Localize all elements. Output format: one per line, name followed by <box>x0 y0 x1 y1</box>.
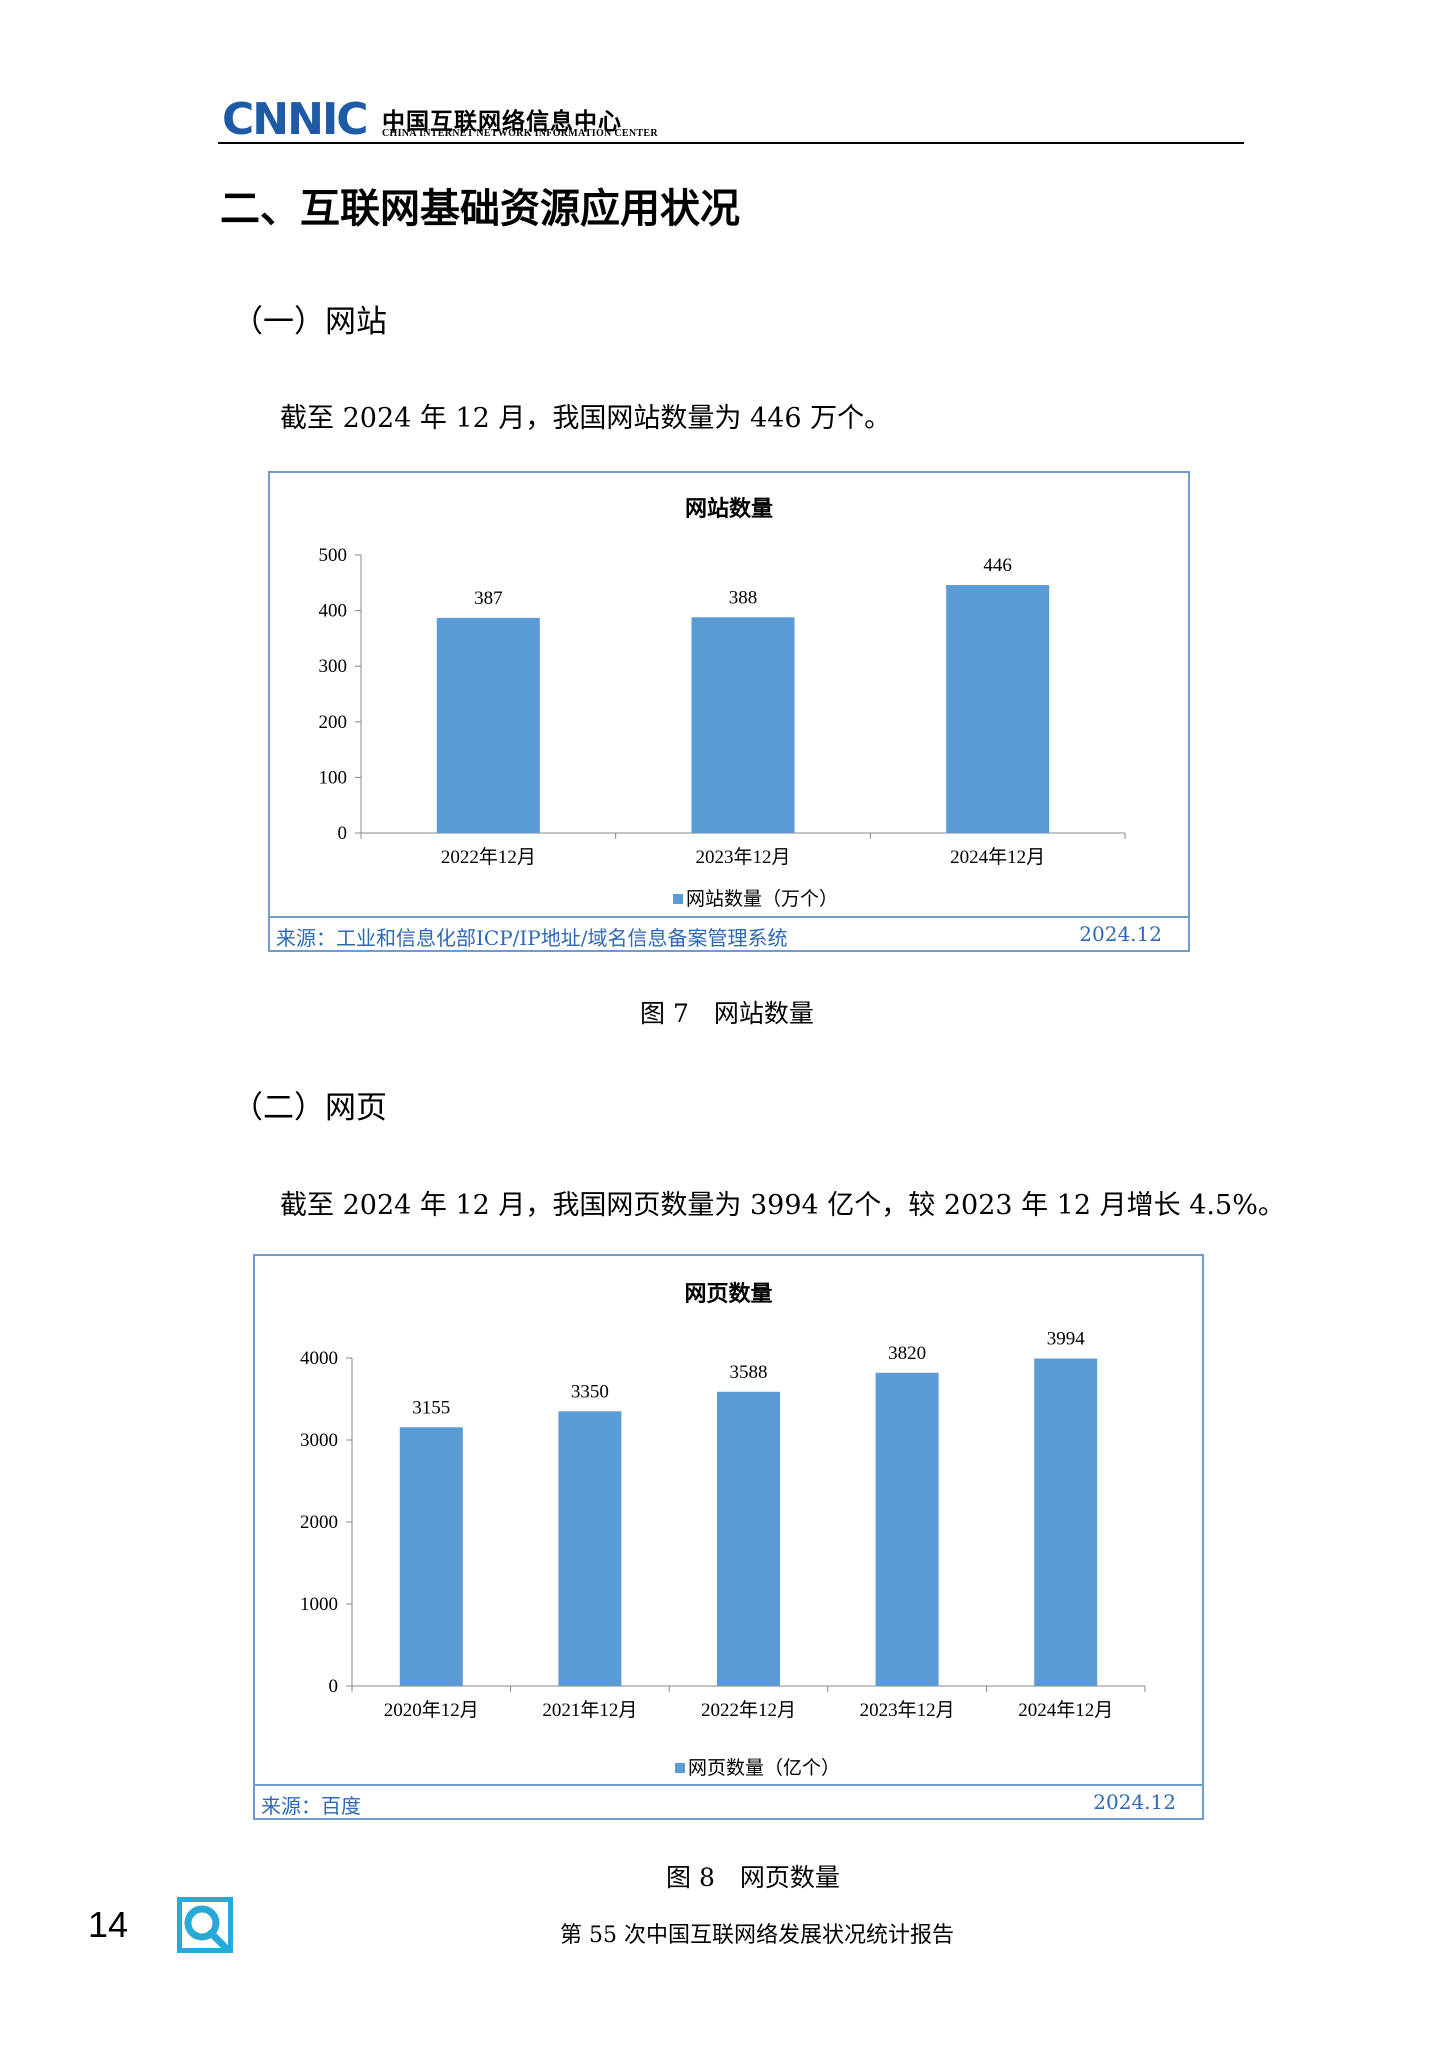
webpages-chart: 0 1000 2000 3000 4000 3155 2020年12月 3350 2021年12… <box>300 1328 1146 1779</box>
webpages-chart-x-tick-label: 2024年12月 <box>1018 1699 1113 1721</box>
webpages-chart-bar <box>558 1411 622 1686</box>
org-name-cn: 中国互联网络信息中心 <box>382 108 622 135</box>
websites-chart-y-tick-label: 400 <box>319 601 348 622</box>
websites-chart-bar <box>946 585 1050 833</box>
webpages-chart-legend-label: 网页数量（亿个） <box>688 1757 840 1779</box>
websites-chart-x-tick-label: 2022年12月 <box>441 846 536 868</box>
webpages-chart-bar <box>717 1391 780 1686</box>
webpages-chart-y-tick-label: 2000 <box>300 1512 338 1533</box>
webpages-source-bar: 来源：百度 2024.12 <box>255 1784 1202 1818</box>
websites-chart-x-tick-label: 2024年12月 <box>950 846 1045 868</box>
websites-chart-y-tick-label: 100 <box>319 767 348 788</box>
webpages-heading: （二）网页 <box>232 1090 387 1126</box>
websites-source-bar: 来源：工业和信息化部ICP/IP地址/域名信息备案管理系统 2024.12 <box>270 916 1188 950</box>
websites-chart-title: 网站数量 <box>684 497 773 522</box>
webpages-figure-caption: 图 8 网页数量 <box>666 1863 840 1892</box>
websites-chart: 0 100 200 300 400 500 387 2022年12月 388 2023年12月 44… <box>319 545 1126 910</box>
webpages-chart-data-label: 3155 <box>412 1397 450 1418</box>
websites-chart-legend-label: 网站数量（万个） <box>686 888 838 910</box>
websites-chart-y-tick-label: 0 <box>338 823 348 844</box>
websites-chart-y-tick-label: 200 <box>319 712 348 733</box>
webpages-chart-data-label: 3820 <box>888 1343 926 1364</box>
webpages-chart-bar <box>875 1372 939 1686</box>
websites-chart-x-tick-label: 2023年12月 <box>695 846 790 868</box>
websites-chart-frame: 网站数量 0 100 200 300 400 500 387 2022年12月 388 2023年… <box>268 471 1190 952</box>
webpages-paragraph: 截至 2024 年 12 月，我国网页数量为 3994 亿个，较 2023 年 … <box>280 1190 1285 1221</box>
webpages-chart-bar <box>399 1427 463 1686</box>
cnnic-logo: CNNIC <box>222 96 369 142</box>
webpages-chart-data-label: 3994 <box>1047 1328 1086 1349</box>
org-name-en: CHINA INTERNET NETWORK INFORMATION CENTE… <box>382 128 658 139</box>
webpages-chart-bar <box>1034 1358 1098 1686</box>
webpages-chart-x-tick-label: 2023年12月 <box>860 1699 955 1721</box>
report-title: 第 55 次中国互联网络发展状况统计报告 <box>560 1923 954 1948</box>
webpages-chart-y-tick-label: 3000 <box>300 1430 338 1451</box>
webpages-chart-x-tick-label: 2022年12月 <box>701 1699 796 1721</box>
webpages-source: 来源：百度 <box>261 1794 361 1818</box>
websites-chart-data-label: 387 <box>474 588 503 609</box>
cnnic-logo-text: CNNIC <box>222 96 367 142</box>
websites-chart-bar <box>691 617 795 833</box>
websites-chart-bar <box>436 617 540 833</box>
websites-figure-caption: 图 7 网站数量 <box>640 999 814 1028</box>
websites-chart-legend-swatch <box>673 894 683 904</box>
webpages-chart-x-tick-label: 2021年12月 <box>542 1699 637 1721</box>
webpages-chart-legend-swatch <box>675 1763 685 1773</box>
webpages-chart-x-tick-label: 2020年12月 <box>384 1699 479 1721</box>
websites-date: 2024.12 <box>1079 922 1162 946</box>
section-title: 二、互联网基础资源应用状况 <box>220 186 740 232</box>
webpages-date: 2024.12 <box>1093 1790 1176 1814</box>
websites-chart-data-label: 388 <box>729 587 758 608</box>
webpages-chart-title: 网页数量 <box>684 1282 773 1307</box>
webpages-chart-y-tick-label: 4000 <box>300 1348 338 1369</box>
webpages-chart-y-tick-label: 1000 <box>300 1594 338 1615</box>
webpages-chart-data-label: 3588 <box>730 1362 768 1383</box>
websites-source: 来源：工业和信息化部ICP/IP地址/域名信息备案管理系统 <box>276 926 788 950</box>
webpages-chart-frame: 网页数量 0 1000 2000 3000 4000 3155 2020年12月 3350 20… <box>253 1254 1204 1820</box>
page-number: 14 <box>88 1904 129 1945</box>
websites-chart-y-tick-label: 300 <box>319 656 348 677</box>
header-divider <box>218 142 1244 144</box>
websites-heading: （一）网站 <box>232 304 387 340</box>
report-magnifier-icon <box>177 1897 233 1953</box>
webpages-chart-data-label: 3350 <box>571 1381 609 1402</box>
websites-chart-data-label: 446 <box>983 555 1012 576</box>
websites-paragraph: 截至 2024 年 12 月，我国网站数量为 446 万个。 <box>280 403 892 434</box>
webpages-chart-y-tick-label: 0 <box>329 1676 339 1697</box>
websites-chart-y-tick-label: 500 <box>319 545 348 566</box>
